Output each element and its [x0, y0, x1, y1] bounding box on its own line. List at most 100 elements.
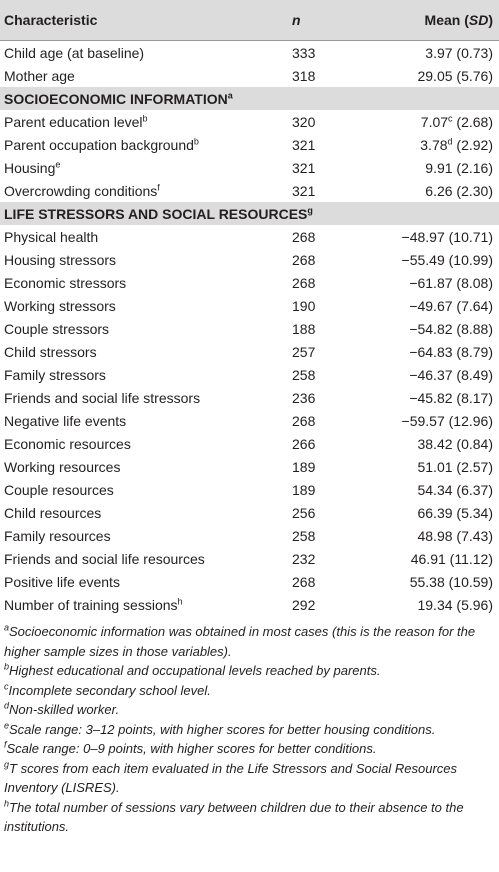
n-cell: 321 — [292, 136, 316, 153]
label-cell: Friends and social life resources — [0, 547, 288, 570]
mean-cell: −64.83 (8.79) — [376, 340, 499, 363]
mean-value: 19.34 — [417, 596, 453, 613]
row-label: Family resources — [4, 527, 111, 544]
label-cell: Parent education levelb — [0, 110, 288, 133]
mean-cell: −54.82 (8.88) — [376, 317, 499, 340]
header-cell: Mean (SD) — [376, 0, 499, 41]
section-row: SOCIOECONOMIC INFORMATIONa — [0, 87, 499, 110]
footnote: bHighest educational and occupational le… — [4, 661, 495, 681]
row-label: Physical health — [4, 228, 99, 245]
mean-value: −45.82 — [409, 389, 453, 406]
sd-value: (10.99) — [448, 251, 493, 268]
data-row: Economic stressors 268 −61.87 (8.08) — [0, 271, 499, 294]
table-header: Characteristic n Mean (SD) — [0, 0, 499, 41]
label-cell: Working stressors — [0, 294, 288, 317]
mean-cell: 3.97 (0.73) — [376, 41, 499, 65]
n-cell: 189 — [292, 481, 316, 498]
n-cell: 318 — [292, 67, 316, 84]
mean-value: 6.26 — [425, 182, 453, 199]
label-cell: Mother age — [0, 64, 288, 87]
n-cell: 266 — [292, 435, 316, 452]
sd-value: (8.08) — [456, 274, 493, 291]
data-row: Family resources 258 48.98 (7.43) — [0, 524, 499, 547]
header-text: Mean ( — [424, 12, 469, 28]
n-cell: 333 — [292, 44, 316, 61]
n-cell: 188 — [292, 320, 316, 337]
mean-value: −61.87 — [409, 274, 453, 291]
mean-cell: 51.01 (2.57) — [376, 455, 499, 478]
footnote-mark: b — [4, 661, 10, 672]
mean-cell: −46.37 (8.49) — [376, 363, 499, 386]
mean-value: −55.49 — [401, 251, 445, 268]
footnote: gT scores from each item evaluated in th… — [4, 759, 495, 798]
mean-value: −54.82 — [409, 320, 453, 337]
section-title: LIFE STRESSORS AND SOCIAL RESOURCES — [4, 205, 308, 222]
data-row: Positive life events 268 55.38 (10.59) — [0, 570, 499, 593]
footnote: eScale range: 3–12 points, with higher s… — [4, 720, 495, 740]
label-cell: Family resources — [0, 524, 288, 547]
sd-value: (2.30) — [456, 182, 493, 199]
mean-value: −64.83 — [409, 343, 453, 360]
n-cell: 257 — [292, 343, 316, 360]
mean-value: 48.98 — [417, 527, 453, 544]
row-label: Mother age — [4, 67, 75, 84]
row-label: Couple stressors — [4, 320, 110, 337]
mean-cell: −55.49 (10.99) — [376, 248, 499, 271]
label-cell: Positive life events — [0, 570, 288, 593]
mean-cell: −45.82 (8.17) — [376, 386, 499, 409]
n-cell: 256 — [292, 504, 316, 521]
data-row: Couple resources 189 54.34 (6.37) — [0, 478, 499, 501]
footnote-mark: h — [4, 798, 10, 809]
sd-value: (8.17) — [456, 389, 493, 406]
data-row: Mother age 318 29.05 (5.76) — [0, 64, 499, 87]
section-cell: LIFE STRESSORS AND SOCIAL RESOURCESg — [0, 202, 499, 225]
footnote-text: Scale range: 0–9 points, with higher sco… — [6, 741, 377, 756]
mean-cell: 29.05 (5.76) — [376, 64, 499, 87]
sd-value: (10.59) — [448, 573, 493, 590]
header-text: n — [292, 12, 301, 28]
data-row: Housinge 321 9.91 (2.16) — [0, 156, 499, 179]
row-label: Family stressors — [4, 366, 106, 383]
row-label: Negative life events — [4, 412, 127, 429]
sd-value: (5.76) — [456, 67, 493, 84]
note-mark: f — [157, 181, 160, 192]
note-mark: h — [177, 595, 183, 606]
mean-cell: −48.97 (10.71) — [376, 225, 499, 248]
n-cell: 268 — [292, 412, 316, 429]
row-label: Number of training sessions — [4, 596, 178, 613]
label-cell: Number of training sessionsh — [0, 593, 288, 616]
footnote-text: Non-skilled worker. — [9, 702, 120, 717]
mean-value: 9.91 — [425, 159, 453, 176]
mean-value: 46.91 — [410, 550, 446, 567]
mean-cell: 66.39 (5.34) — [376, 501, 499, 524]
sd-value: (7.64) — [456, 297, 493, 314]
sd-value: (2.92) — [456, 136, 493, 153]
footnote: fScale range: 0–9 points, with higher sc… — [4, 739, 495, 759]
mean-cell: 9.91 (2.16) — [376, 156, 499, 179]
row-label: Child stressors — [4, 343, 97, 360]
mean-cell: 7.07c (2.68) — [376, 110, 499, 133]
header-cell: Characteristic — [0, 0, 288, 41]
sd-value: (2.16) — [456, 159, 493, 176]
section-row: LIFE STRESSORS AND SOCIAL RESOURCESg — [0, 202, 499, 225]
row-label: Housing — [4, 159, 56, 176]
footnote-text: Scale range: 3–12 points, with higher sc… — [9, 721, 436, 737]
n-cell: 268 — [292, 251, 316, 268]
mean-value: 38.42 — [417, 435, 453, 452]
note-mark: g — [307, 204, 313, 215]
sd-value: (6.37) — [456, 481, 493, 498]
mean-cell: −49.67 (7.64) — [376, 294, 499, 317]
table-body: Child age (at baseline) 333 3.97 (0.73) Mot… — [0, 41, 499, 617]
sd-value: (2.68) — [456, 113, 493, 130]
row-label: Parent occupation background — [4, 136, 194, 153]
label-cell: Working resources — [0, 455, 288, 478]
mean-value: 3.78 — [420, 136, 448, 153]
row-label: Friends and social life resources — [4, 550, 205, 567]
data-row: Housing stressors 268 −55.49 (10.99) — [0, 248, 499, 271]
data-row: Overcrowding conditionsf 321 6.26 (2.30) — [0, 179, 499, 202]
note-mark: e — [55, 158, 61, 169]
data-row: Child stressors 257 −64.83 (8.79) — [0, 340, 499, 363]
sd-value: (8.79) — [456, 343, 493, 360]
footnotes: aSocioeconomic information was obtained … — [0, 616, 499, 837]
